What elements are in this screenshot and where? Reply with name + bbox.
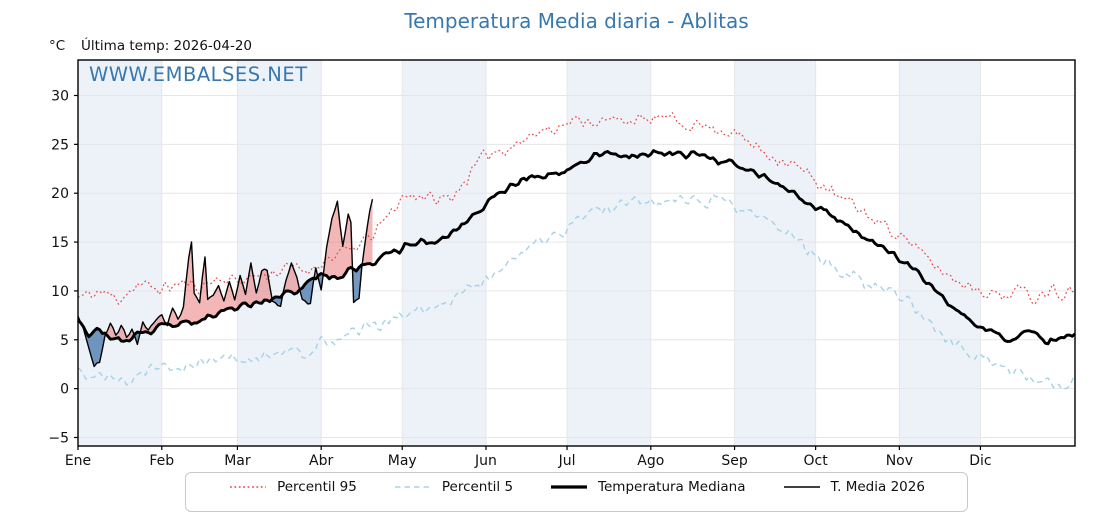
temperature-chart: −5 0 5 10 15 20 25 30 Ene Feb Mar Abr May Jun Jul Ago Se…: [48, 59, 1076, 470]
legend-label: Percentil 95: [277, 479, 357, 495]
percentil-95-swatch-icon: [230, 486, 267, 488]
axis-ticks: [74, 94, 982, 450]
percentil-95-line: [77, 112, 1076, 305]
svg-text:Ene: Ene: [65, 453, 91, 469]
svg-text:Mar: Mar: [224, 453, 251, 469]
svg-text:10: 10: [51, 284, 69, 300]
temperatura-mediana-line: [76, 149, 1076, 346]
month-bands: [78, 60, 981, 446]
svg-text:Oct: Oct: [804, 453, 829, 469]
svg-text:−5: −5: [48, 431, 69, 447]
percentil-5-line: [77, 193, 1076, 390]
chart-title: Temperatura Media diaria - Ablitas: [404, 9, 749, 33]
mediana-swatch-icon: [551, 485, 588, 489]
legend-label: T. Media 2026: [830, 479, 925, 495]
t-media-2026-line: [77, 199, 374, 368]
svg-text:20: 20: [51, 186, 69, 202]
chart-legend: Percentil 95 Percentil 5 Temperatura Med…: [185, 472, 968, 512]
legend-item-percentil-95: Percentil 95: [228, 479, 357, 495]
svg-text:Ago: Ago: [637, 453, 664, 469]
last-temp-label: Última temp: 2026-04-20: [81, 38, 253, 54]
plot-frame: [77, 59, 1076, 447]
legend-item-mediana: Temperatura Mediana: [549, 479, 746, 495]
svg-text:Abr: Abr: [309, 453, 333, 469]
svg-text:0: 0: [60, 382, 69, 398]
svg-text:15: 15: [51, 235, 69, 251]
svg-text:Jul: Jul: [558, 453, 576, 469]
svg-text:30: 30: [51, 89, 69, 105]
svg-text:Nov: Nov: [886, 453, 913, 469]
svg-text:5: 5: [60, 333, 69, 349]
y-axis-unit-label: °C: [49, 38, 66, 54]
legend-item-percentil-5: Percentil 5: [393, 479, 513, 495]
t-media-2026-swatch-icon: [783, 486, 820, 488]
svg-text:Sep: Sep: [721, 453, 748, 469]
svg-text:25: 25: [51, 137, 69, 153]
percentil-5-swatch-icon: [394, 486, 431, 488]
svg-text:Feb: Feb: [149, 453, 174, 469]
gridlines: [78, 60, 1075, 446]
svg-text:Dic: Dic: [969, 453, 991, 469]
legend-label: Percentil 5: [441, 479, 514, 495]
watermark-text: WWW.EMBALSES.NET: [89, 63, 308, 86]
legend-label: Temperatura Mediana: [598, 479, 746, 495]
legend-item-t-media-2026: T. Media 2026: [782, 479, 925, 495]
axis-tick-labels: −5 0 5 10 15 20 25 30 Ene Feb Mar Abr May Jun Jul Ago Se…: [48, 89, 991, 470]
svg-text:May: May: [388, 453, 417, 469]
svg-text:Jun: Jun: [474, 453, 497, 469]
